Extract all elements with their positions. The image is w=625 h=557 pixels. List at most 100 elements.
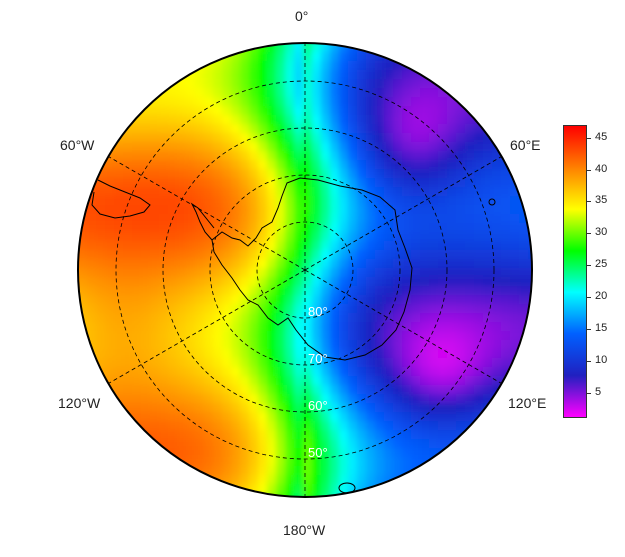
field-cell: [150, 367, 160, 377]
field-cell: [294, 169, 304, 179]
field-cell: [159, 367, 169, 377]
field-cell: [411, 430, 421, 440]
field-cell: [195, 97, 205, 107]
field-cell: [159, 394, 169, 404]
field-cell: [357, 457, 367, 467]
field-cell: [258, 160, 268, 170]
field-cell: [357, 187, 367, 197]
field-cell: [492, 160, 502, 170]
field-cell: [447, 430, 457, 440]
field-cell: [420, 97, 430, 107]
field-cell: [195, 394, 205, 404]
field-cell: [510, 196, 520, 206]
field-cell: [429, 295, 439, 305]
field-cell: [141, 277, 151, 287]
field-cell: [168, 322, 178, 332]
field-cell: [285, 115, 295, 125]
field-cell: [348, 439, 358, 449]
field-cell: [258, 142, 268, 152]
field-cell: [375, 205, 385, 215]
field-cell: [222, 484, 232, 494]
field-cell: [141, 43, 151, 44]
field-cell: [321, 115, 331, 125]
field-cell: [492, 223, 502, 233]
field-cell: [456, 439, 466, 449]
field-cell: [195, 106, 205, 116]
field-cell: [231, 70, 241, 80]
field-cell: [177, 160, 187, 170]
field-cell: [186, 493, 196, 497]
field-cell: [159, 349, 169, 359]
field-cell: [501, 124, 511, 134]
field-cell: [177, 142, 187, 152]
field-cell: [159, 61, 169, 71]
field-cell: [456, 124, 466, 134]
field-cell: [78, 79, 79, 89]
field-cell: [501, 169, 511, 179]
field-cell: [276, 232, 286, 242]
field-cell: [420, 268, 430, 278]
field-cell: [186, 70, 196, 80]
field-cell: [87, 412, 97, 422]
field-cell: [276, 502, 286, 512]
field-cell: [222, 250, 232, 260]
field-cell: [150, 313, 160, 323]
field-cell: [375, 394, 385, 404]
field-cell: [195, 322, 205, 332]
field-cell: [429, 331, 439, 341]
field-cell: [96, 448, 106, 458]
field-cell: [285, 250, 295, 260]
field-cell: [483, 61, 493, 71]
field-cell: [150, 151, 160, 161]
field-cell: [159, 430, 169, 440]
field-cell: [393, 322, 403, 332]
field-cell: [285, 88, 295, 98]
field-cell: [222, 88, 232, 98]
field-cell: [159, 331, 169, 341]
field-cell: [177, 196, 187, 206]
field-cell: [123, 466, 133, 476]
field-cell: [267, 502, 277, 512]
field-cell: [168, 115, 178, 125]
field-cell: [267, 160, 277, 170]
field-cell: [285, 70, 295, 80]
field-cell: [420, 160, 430, 170]
field-cell: [213, 304, 223, 314]
field-cell: [357, 412, 367, 422]
field-cell: [438, 502, 448, 512]
field-cell: [186, 97, 196, 107]
field-cell: [132, 151, 142, 161]
field-cell: [492, 403, 502, 413]
field-cell: [132, 169, 142, 179]
field-cell: [240, 97, 250, 107]
field-cell: [267, 61, 277, 71]
field-cell: [474, 223, 484, 233]
field-cell: [105, 304, 115, 314]
field-cell: [222, 376, 232, 386]
field-cell: [456, 493, 466, 497]
field-cell: [267, 43, 277, 53]
field-cell: [510, 43, 520, 53]
field-cell: [429, 286, 439, 296]
field-cell: [78, 295, 79, 305]
field-cell: [492, 439, 502, 449]
field-cell: [114, 349, 124, 359]
field-cell: [312, 367, 322, 377]
field-cell: [402, 367, 412, 377]
field-cell: [96, 241, 106, 251]
field-cell: [249, 268, 259, 278]
field-cell: [132, 124, 142, 134]
field-cell: [285, 430, 295, 440]
field-cell: [249, 493, 259, 497]
field-cell: [213, 277, 223, 287]
field-cell: [375, 160, 385, 170]
field-cell: [276, 448, 286, 458]
field-cell: [240, 259, 250, 269]
field-cell: [78, 115, 79, 125]
field-cell: [330, 250, 340, 260]
field-cell: [393, 43, 403, 53]
field-cell: [474, 214, 484, 224]
field-cell: [168, 196, 178, 206]
field-cell: [411, 142, 421, 152]
field-cell: [141, 124, 151, 134]
